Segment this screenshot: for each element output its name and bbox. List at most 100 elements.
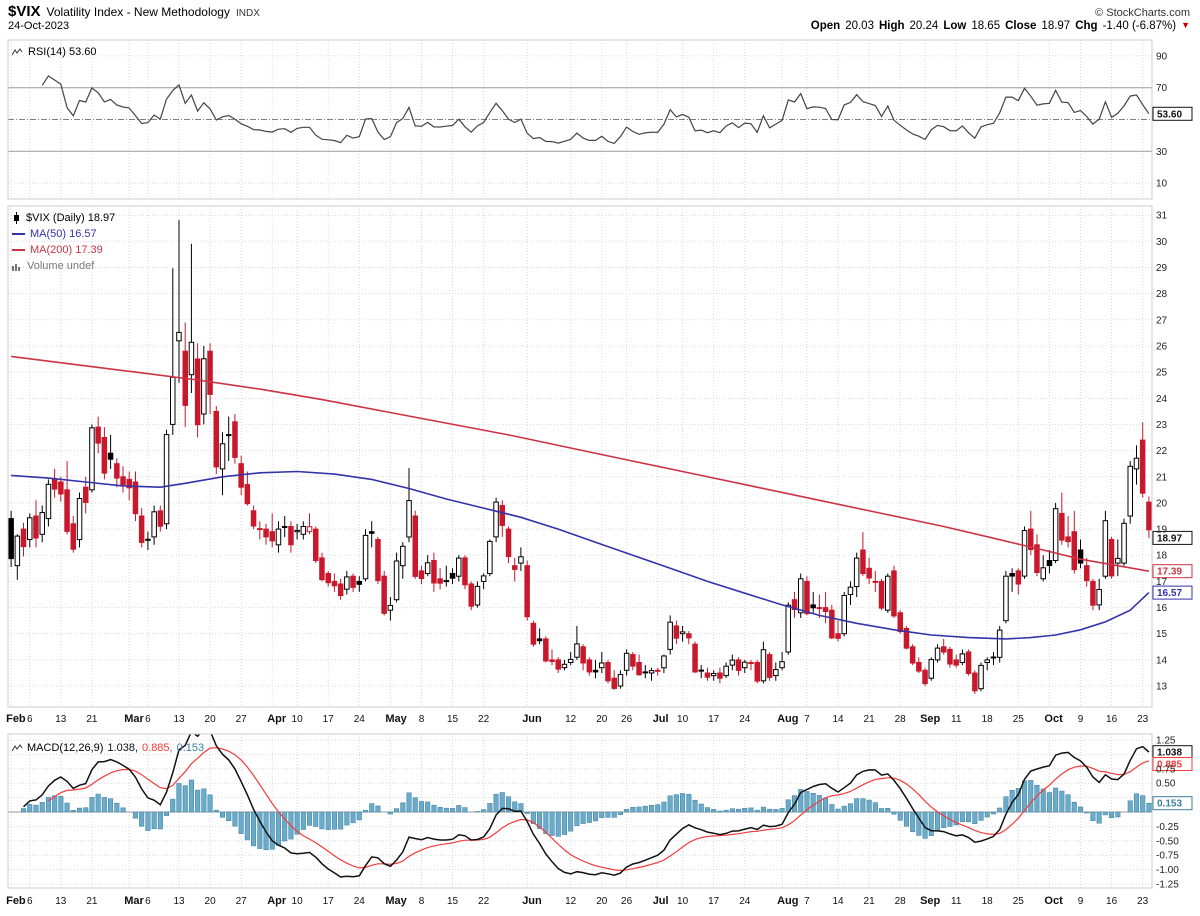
macd-histogram <box>20 779 1152 851</box>
svg-text:Aug: Aug <box>777 713 798 725</box>
px-panel-border <box>7 205 1153 708</box>
quote-high-value: 20.24 <box>909 20 939 32</box>
svg-text:May: May <box>385 895 407 907</box>
svg-text:10: 10 <box>292 714 304 725</box>
svg-text:1.25: 1.25 <box>1156 736 1176 747</box>
quote-chg-value: -1.40 (-6.87%) <box>1102 20 1177 32</box>
svg-text:6: 6 <box>145 896 151 907</box>
rsi-legend: RSI(14) 53.60 <box>12 44 96 60</box>
svg-text:20: 20 <box>1156 498 1168 509</box>
svg-text:90: 90 <box>1156 51 1168 62</box>
ma50-legend-label: MA(50) 16.57 <box>30 228 97 240</box>
svg-text:Oct: Oct <box>1044 713 1063 725</box>
svg-text:Feb: Feb <box>6 895 26 907</box>
svg-text:18: 18 <box>1156 551 1168 562</box>
macd-legend: MACD(12,26,9) 1.038, 0.885, 0.153 <box>12 740 204 756</box>
svg-text:27: 27 <box>236 896 248 907</box>
svg-text:18: 18 <box>982 896 994 907</box>
svg-text:25: 25 <box>1013 714 1025 725</box>
svg-text:Mar: Mar <box>124 895 144 907</box>
svg-text:May: May <box>385 713 407 725</box>
svg-text:16.57: 16.57 <box>1157 588 1182 599</box>
axis-badge: 0.153 <box>1152 796 1193 811</box>
quote-low-value: 18.65 <box>971 20 1001 32</box>
svg-text:21: 21 <box>1156 472 1168 483</box>
macd-signal-value: 0.885, <box>142 742 173 754</box>
quote-open-label: Open <box>810 20 841 32</box>
macd-value: 1.038, <box>107 742 139 754</box>
svg-text:22: 22 <box>1156 446 1168 457</box>
svg-text:6: 6 <box>27 896 33 907</box>
svg-text:10: 10 <box>677 896 689 907</box>
svg-text:23: 23 <box>1137 714 1149 725</box>
quote-summary: Open 20.03 High 20.24 Low 18.65 Close 18… <box>811 20 1190 32</box>
svg-text:Apr: Apr <box>267 895 287 907</box>
svg-text:17: 17 <box>1156 577 1168 588</box>
svg-text:21: 21 <box>864 714 876 725</box>
svg-text:18.97: 18.97 <box>1157 533 1182 544</box>
price-legend-label: $VIX (Daily) 18.97 <box>26 212 116 224</box>
svg-text:23: 23 <box>1156 420 1168 431</box>
axis-badge: 53.60 <box>1152 106 1193 121</box>
axis-badge: 16.57 <box>1152 585 1193 600</box>
svg-text:20: 20 <box>205 714 217 725</box>
chart-title: Volatility Index - New Methodology <box>46 5 230 19</box>
axis-badge: 0.885 <box>1152 757 1193 771</box>
svg-text:13: 13 <box>55 896 67 907</box>
svg-text:8: 8 <box>419 714 425 725</box>
svg-text:23: 23 <box>1137 896 1149 907</box>
svg-text:0.153: 0.153 <box>1157 799 1182 810</box>
svg-text:12: 12 <box>565 896 577 907</box>
svg-text:17: 17 <box>323 896 335 907</box>
svg-text:13: 13 <box>173 714 185 725</box>
macd-line <box>22 734 1150 878</box>
svg-text:28: 28 <box>895 896 907 907</box>
header-row-1: $VIX Volatility Index - New Methodology … <box>8 3 1190 20</box>
svg-text:6: 6 <box>27 714 33 725</box>
rsi-panel-border <box>7 39 1153 200</box>
svg-text:7: 7 <box>804 714 810 725</box>
svg-text:10: 10 <box>1156 179 1168 190</box>
stockcharts-brand: © StockCharts.com <box>1095 7 1190 19</box>
ma200-swatch-icon <box>12 249 25 251</box>
svg-text:0.885: 0.885 <box>1157 760 1182 771</box>
svg-text:-0.50: -0.50 <box>1156 836 1179 847</box>
svg-text:14: 14 <box>1156 655 1168 666</box>
indicator-line-icon <box>12 47 23 57</box>
x-axis-labels: Feb 6 13 21 Mar 6 13 20 27 Apr 10 17 24 May 8 15 22 Jun 12… <box>6 713 1149 907</box>
svg-text:13: 13 <box>55 714 67 725</box>
svg-text:26: 26 <box>621 896 633 907</box>
ma200-legend-label: MA(200) 17.39 <box>30 244 103 256</box>
svg-text:25: 25 <box>1013 896 1025 907</box>
svg-text:26: 26 <box>621 714 633 725</box>
axis-badge: 17.39 <box>1152 564 1193 579</box>
volume-bars-icon <box>12 262 22 271</box>
price-legend: $VIX (Daily) 18.97 MA(50) 16.57 MA(200) … <box>12 210 115 274</box>
svg-text:-1.25: -1.25 <box>1156 880 1179 891</box>
svg-text:9: 9 <box>1078 714 1084 725</box>
quote-high-label: High <box>878 20 905 32</box>
svg-text:15: 15 <box>447 714 459 725</box>
svg-text:27: 27 <box>1156 315 1168 326</box>
svg-text:8: 8 <box>419 896 425 907</box>
svg-text:22: 22 <box>478 896 490 907</box>
candlestick-icon <box>12 212 21 224</box>
svg-text:12: 12 <box>565 714 577 725</box>
svg-text:24: 24 <box>354 896 366 907</box>
svg-text:Oct: Oct <box>1044 895 1063 907</box>
symbol: $VIX <box>8 3 41 20</box>
svg-text:21: 21 <box>86 896 98 907</box>
rsi-levels <box>8 87 1152 152</box>
svg-text:31: 31 <box>1156 211 1168 222</box>
quote-open-value: 20.03 <box>845 20 874 32</box>
svg-text:Aug: Aug <box>777 895 798 907</box>
svg-text:20: 20 <box>205 896 217 907</box>
svg-text:53.60: 53.60 <box>1157 109 1182 120</box>
svg-text:24: 24 <box>739 896 751 907</box>
mc-panel-border <box>7 733 1153 889</box>
svg-text:22: 22 <box>478 714 490 725</box>
right-axis-labels: 31 30 29 28 27 26 25 24 23 22 21 20 19 18 17 16 15 14 13 90… <box>1156 51 1179 890</box>
svg-text:10: 10 <box>292 896 304 907</box>
svg-text:28: 28 <box>895 714 907 725</box>
quote-low-label: Low <box>943 20 967 32</box>
